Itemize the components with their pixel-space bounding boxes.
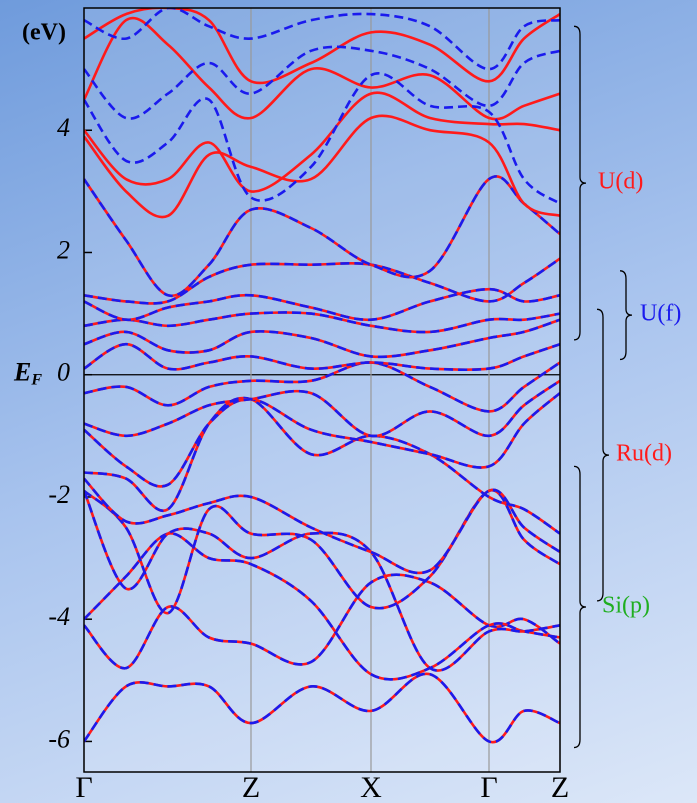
annotations: U(d) U(f) Ru(d) Si(p) — [573, 25, 681, 749]
annotation-label: Si(p) — [602, 592, 650, 618]
band — [84, 175, 560, 298]
band — [84, 8, 560, 71]
band — [84, 573, 560, 670]
plot-area — [84, 8, 560, 772]
x-tick-label: Γ — [480, 771, 497, 803]
x-tick-label: Z — [551, 771, 569, 803]
band — [84, 672, 560, 744]
fermi-subscript: F — [30, 371, 42, 388]
brace — [619, 270, 633, 361]
band — [84, 477, 560, 575]
brace — [596, 308, 610, 602]
annotation-label: U(f) — [640, 301, 681, 327]
band — [84, 114, 560, 219]
brace — [573, 465, 587, 749]
y-tick-label: 2 — [57, 235, 70, 264]
band — [84, 392, 560, 488]
x-tick-label: Z — [242, 771, 260, 803]
band — [84, 379, 560, 438]
fermi-symbol: E — [13, 358, 31, 387]
y-tick-label: 4 — [57, 113, 70, 142]
band — [84, 287, 560, 322]
y-tick-label: -4 — [48, 602, 70, 631]
band — [84, 311, 560, 334]
band — [84, 342, 560, 372]
x-tick-label: Γ — [75, 771, 92, 803]
brace — [573, 25, 587, 341]
band — [84, 45, 560, 120]
annotation-label: Ru(d) — [616, 441, 672, 467]
band — [84, 8, 560, 85]
band — [84, 91, 560, 193]
band — [84, 396, 560, 535]
annotation-label: U(d) — [598, 169, 643, 195]
y-axis-label: (eV) — [22, 20, 66, 46]
band — [84, 257, 560, 305]
bands — [84, 8, 560, 744]
y-tick-label: -2 — [48, 480, 70, 509]
band — [84, 72, 560, 205]
band — [84, 490, 560, 672]
y-tick-label: 0 — [57, 358, 70, 387]
y-tick-label: -6 — [48, 724, 70, 753]
band — [84, 532, 560, 681]
fermi-label: EF — [13, 358, 42, 389]
plot-frame — [83, 7, 561, 773]
x-tick-label: X — [360, 771, 382, 803]
band — [84, 16, 560, 121]
band — [84, 318, 560, 359]
band — [84, 361, 560, 413]
